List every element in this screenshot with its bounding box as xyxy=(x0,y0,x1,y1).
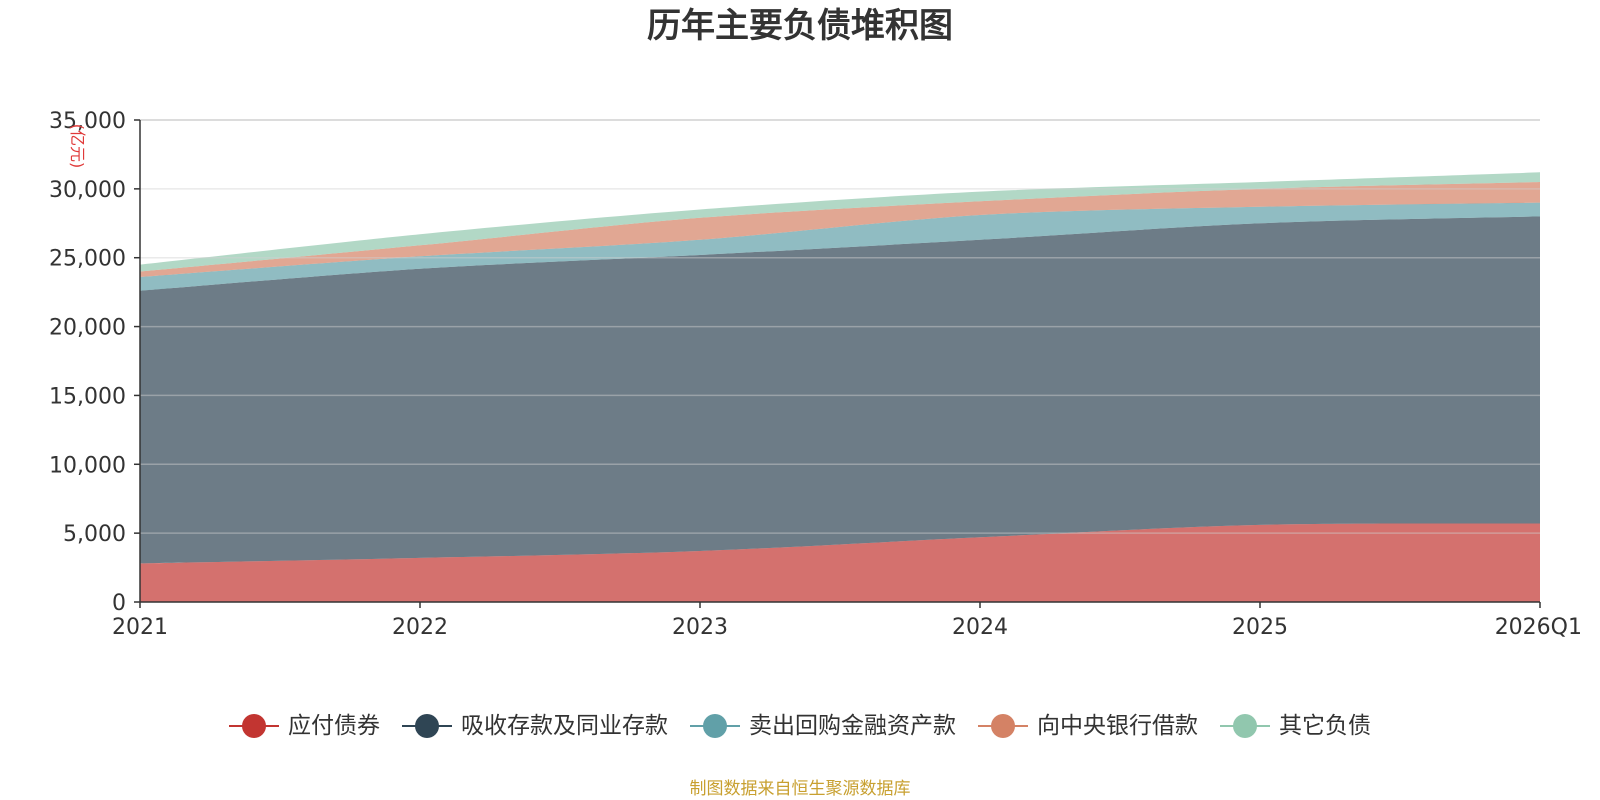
x-tick-label: 2025 xyxy=(1232,615,1288,640)
x-tick-label: 2022 xyxy=(392,615,448,640)
legend-marker-icon xyxy=(690,714,740,738)
x-tick-label: 2023 xyxy=(672,615,728,640)
chart-title: 历年主要负债堆积图 xyxy=(647,6,953,46)
y-tick-label: 20,000 xyxy=(49,316,126,341)
legend-label: 卖出回购金融资产款 xyxy=(749,713,956,739)
legend-item-2[interactable]: 卖出回购金融资产款 xyxy=(690,712,956,740)
series-areas xyxy=(140,172,1540,602)
data-source-note: 制图数据来自恒生聚源数据库 xyxy=(689,779,911,799)
legend-marker-icon xyxy=(229,714,279,738)
legend-item-4[interactable]: 其它负债 xyxy=(1220,712,1371,740)
y-tick-label: 30,000 xyxy=(49,178,126,203)
legend-item-3[interactable]: 向中央银行借款 xyxy=(978,712,1198,740)
area-series-2 xyxy=(140,202,1540,291)
y-tick-label: 0 xyxy=(112,591,126,616)
y-tick-label: 15,000 xyxy=(49,384,126,409)
area-series-1 xyxy=(140,216,1540,564)
legend-label: 吸收存款及同业存款 xyxy=(461,713,668,739)
x-tick-label: 2021 xyxy=(112,615,168,640)
legend-label: 其它负债 xyxy=(1279,713,1371,739)
y-axis-unit-label: (亿元) xyxy=(68,124,87,169)
area-series-3 xyxy=(140,182,1540,277)
legend-label: 向中央银行借款 xyxy=(1037,713,1198,739)
legend-marker-icon xyxy=(402,714,452,738)
y-tick-label: 5,000 xyxy=(63,522,126,547)
legend-marker-icon xyxy=(978,714,1028,738)
y-tick-label: 35,000 xyxy=(49,109,126,134)
x-tick-label: 2024 xyxy=(952,615,1008,640)
axes: 0 5,000 10,000 15,000 20,000 25,000 30,000 35,0… xyxy=(49,109,1582,640)
legend-item-1[interactable]: 吸收存款及同业存款 xyxy=(402,712,668,740)
legend-marker-icon xyxy=(1220,714,1270,738)
legend-item-0[interactable]: 应付债券 xyxy=(229,712,380,740)
area-series-4 xyxy=(140,172,1540,272)
gridlines xyxy=(140,119,1540,534)
legend: 应付债券 吸收存款及同业存款 卖出回购金融资产款 向中央银行借款 其它负债 xyxy=(0,712,1600,740)
y-tick-label: 10,000 xyxy=(49,453,126,478)
x-tick-label: 2026Q1 xyxy=(1495,615,1582,640)
y-tick-label: 25,000 xyxy=(49,247,126,272)
area-series-0 xyxy=(140,523,1540,602)
legend-label: 应付债券 xyxy=(288,713,380,739)
